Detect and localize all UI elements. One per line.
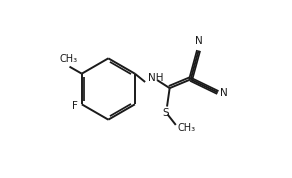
Text: N: N	[195, 36, 202, 46]
Text: CH₃: CH₃	[178, 122, 196, 133]
Text: NH: NH	[148, 73, 163, 83]
Text: F: F	[72, 101, 78, 111]
Text: N: N	[220, 88, 228, 98]
Text: S: S	[163, 108, 169, 118]
Text: CH₃: CH₃	[60, 54, 78, 64]
